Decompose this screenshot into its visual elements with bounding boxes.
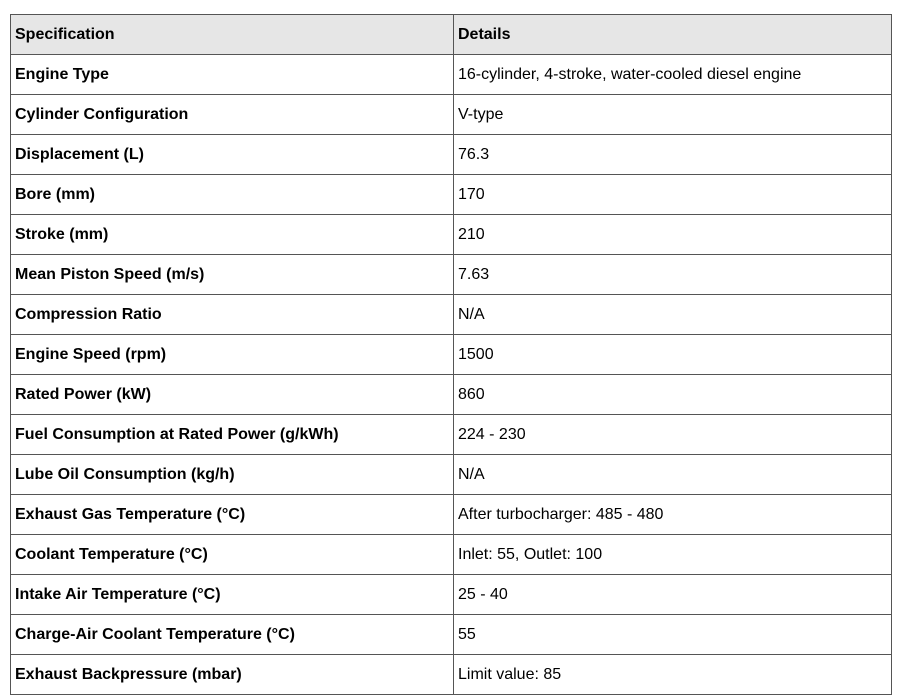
spec-value: 7.63 <box>453 254 892 295</box>
spec-label: Engine Type <box>10 54 454 95</box>
table-row: Displacement (L) 76.3 <box>10 134 892 175</box>
spec-value: 25 - 40 <box>453 574 892 615</box>
table-row: Exhaust Backpressure (mbar) Limit value:… <box>10 654 892 695</box>
spec-label: Mean Piston Speed (m/s) <box>10 254 454 295</box>
table-row: Rated Power (kW) 860 <box>10 374 892 415</box>
spec-label: Rated Power (kW) <box>10 374 454 415</box>
spec-label: Coolant Temperature (°C) <box>10 534 454 575</box>
table-row: Exhaust Gas Temperature (°C) After turbo… <box>10 494 892 535</box>
spec-label: Stroke (mm) <box>10 214 454 255</box>
spec-value: 224 - 230 <box>453 414 892 455</box>
spec-value: 860 <box>453 374 892 415</box>
spec-value: 16-cylinder, 4-stroke, water-cooled dies… <box>453 54 892 95</box>
spec-label: Charge-Air Coolant Temperature (°C) <box>10 614 454 655</box>
table-row: Compression Ratio N/A <box>10 294 892 335</box>
spec-value: After turbocharger: 485 - 480 <box>453 494 892 535</box>
spec-value: 55 <box>453 614 892 655</box>
table-row: Fuel Consumption at Rated Power (g/kWh) … <box>10 414 892 455</box>
spec-value: Limit value: 85 <box>453 654 892 695</box>
table-row: Coolant Temperature (°C) Inlet: 55, Outl… <box>10 534 892 575</box>
header-specification: Specification <box>10 14 454 55</box>
table-row: Lube Oil Consumption (kg/h) N/A <box>10 454 892 495</box>
spec-value: N/A <box>453 294 892 335</box>
spec-label: Displacement (L) <box>10 134 454 175</box>
spec-value: 76.3 <box>453 134 892 175</box>
spec-label: Intake Air Temperature (°C) <box>10 574 454 615</box>
table-row: Bore (mm) 170 <box>10 174 892 215</box>
spec-label: Compression Ratio <box>10 294 454 335</box>
table-row: Intake Air Temperature (°C) 25 - 40 <box>10 574 892 615</box>
spec-label: Lube Oil Consumption (kg/h) <box>10 454 454 495</box>
table-row: Stroke (mm) 210 <box>10 214 892 255</box>
spec-label: Fuel Consumption at Rated Power (g/kWh) <box>10 414 454 455</box>
spec-label: Cylinder Configuration <box>10 94 454 135</box>
spec-value: 1500 <box>453 334 892 375</box>
spec-value: 170 <box>453 174 892 215</box>
table-row: Cylinder Configuration V-type <box>10 94 892 135</box>
spec-value: N/A <box>453 454 892 495</box>
header-details: Details <box>453 14 892 55</box>
table-header: Specification Details <box>10 14 892 55</box>
table-row: Engine Speed (rpm) 1500 <box>10 334 892 375</box>
spec-label: Exhaust Gas Temperature (°C) <box>10 494 454 535</box>
spec-value: V-type <box>453 94 892 135</box>
spec-value: Inlet: 55, Outlet: 100 <box>453 534 892 575</box>
table-row: Charge-Air Coolant Temperature (°C) 55 <box>10 614 892 655</box>
table-body: Engine Type 16-cylinder, 4-stroke, water… <box>10 54 892 695</box>
header-row: Specification Details <box>10 14 892 55</box>
spec-value: 210 <box>453 214 892 255</box>
spec-table: Specification Details Engine Type 16-cyl… <box>10 14 892 695</box>
spec-label: Engine Speed (rpm) <box>10 334 454 375</box>
spec-label: Bore (mm) <box>10 174 454 215</box>
spec-label: Exhaust Backpressure (mbar) <box>10 654 454 695</box>
table-row: Engine Type 16-cylinder, 4-stroke, water… <box>10 54 892 95</box>
table-row: Mean Piston Speed (m/s) 7.63 <box>10 254 892 295</box>
